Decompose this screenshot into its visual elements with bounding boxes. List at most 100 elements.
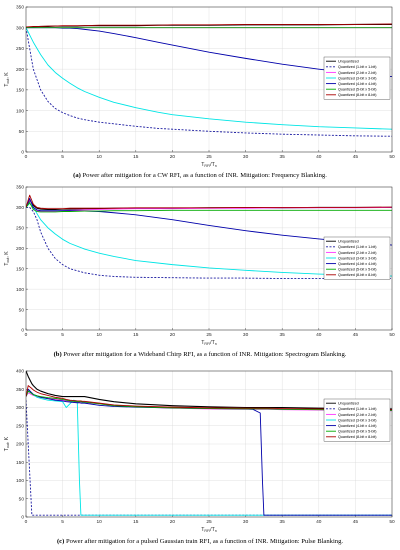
legend-label: Quantized (5-bit x 5-bit) [338, 88, 377, 92]
caption-a-label: (a) [73, 172, 81, 179]
series-line [26, 198, 392, 212]
x-axis-label: TRFI/Tn [201, 340, 217, 346]
x-axis-label: TRFI/Tn [201, 162, 217, 168]
y-tick-label: 200 [16, 246, 24, 252]
x-tick-label: 35 [280, 332, 286, 338]
x-tick-label: 50 [389, 332, 395, 338]
legend-label: Quantized (4-bit x 4-bit) [338, 262, 377, 266]
y-tick-label: 350 [16, 387, 24, 393]
chart-panel-a: 0 5 10 15 20 25 30 35 40 45 50 0 50 100 150 200 250 300 35… [4, 5, 395, 168]
y-tick-label: 50 [19, 129, 25, 135]
y-tick-label: 0 [21, 515, 24, 521]
x-tick-label: 10 [97, 154, 103, 160]
axes-frame [25, 186, 393, 331]
y-tick-label: 100 [16, 108, 24, 114]
x-tick-label: 25 [206, 332, 212, 338]
series-line [26, 388, 392, 516]
legend-label: Quantized (5-bit x 5-bit) [338, 268, 377, 272]
x-tick-label: 15 [133, 332, 139, 338]
legend-label: Quantized (4-bit x 4-bit) [338, 82, 377, 86]
y-tick-label: 350 [16, 5, 24, 11]
x-tick-label: 10 [97, 332, 103, 338]
y-axis-label: Tout, K [4, 436, 10, 451]
legend-label: Quantized (3-bit x 3-bit) [338, 76, 377, 80]
legend-label: Quantized (3-bit x 3-bit) [338, 418, 377, 422]
x-tick-label: 40 [316, 519, 322, 525]
x-tick-label: 20 [170, 519, 176, 525]
x-tick-label: 30 [243, 154, 249, 160]
caption-c-text: Power after mitigation for a pulsed Gaus… [65, 538, 344, 545]
legend-label: Quantized (8-bit x 8-bit) [338, 273, 377, 277]
caption-a: (a) Power after mitigation for a CW RFI,… [0, 172, 400, 180]
y-tick-label: 300 [16, 25, 24, 31]
x-tick-label: 5 [61, 519, 64, 525]
legend-label: Quantized (4-bit x 4-bit) [338, 424, 377, 428]
axes-frame [25, 6, 393, 153]
x-axis-label: TRFI/Tn [201, 527, 217, 533]
x-tick-label: 15 [133, 519, 139, 525]
y-tick-label: 300 [16, 205, 24, 211]
y-tick-label: 200 [16, 442, 24, 448]
y-tick-label: 150 [16, 88, 24, 94]
series-line [26, 202, 392, 277]
series-line [26, 371, 392, 410]
x-tick-label: 30 [243, 519, 249, 525]
series-line [26, 202, 392, 213]
x-tick-label: 20 [170, 154, 176, 160]
x-tick-label: 50 [389, 154, 395, 160]
y-axis-label: Tout, K [4, 72, 10, 87]
y-tick-label: 200 [16, 67, 24, 73]
legend-label: Quantized (1-bit x 1-bit) [338, 407, 377, 411]
x-tick-label: 5 [61, 154, 64, 160]
caption-c: (c) Power after mitigation for a pulsed … [0, 538, 400, 546]
x-tick-label: 0 [25, 519, 28, 525]
series-line [26, 206, 392, 279]
x-tick-label: 5 [61, 332, 64, 338]
x-tick-label: 20 [170, 332, 176, 338]
legend-label: Quantized (2-bit x 2-bit) [338, 71, 377, 75]
series-line [26, 385, 392, 411]
y-tick-label: 350 [16, 185, 24, 191]
series-line [26, 27, 392, 137]
y-tick-label: 100 [16, 287, 24, 293]
caption-b: (b) Power after mitigation for a Wideban… [0, 351, 400, 359]
y-tick-label: 400 [16, 369, 24, 375]
legend-label: Unquantized [338, 60, 359, 64]
legend-label: Unquantized [338, 402, 359, 406]
x-tick-label: 40 [316, 154, 322, 160]
x-tick-label: 45 [353, 332, 359, 338]
y-tick-label: 150 [16, 460, 24, 466]
series-line [26, 390, 392, 411]
chart-panel-b: 0 5 10 15 20 25 30 35 40 45 50 0 50 100 150 200 250 300 35… [4, 185, 395, 347]
chart-panel-c: 0 5 10 15 20 25 30 35 40 45 50 0 50 100 150 200 250 300 35… [4, 369, 395, 534]
y-tick-label: 100 [16, 478, 24, 484]
legend-label: Quantized (3-bit x 3-bit) [338, 256, 377, 260]
y-tick-label: 300 [16, 405, 24, 411]
legend-label: Quantized (2-bit x 2-bit) [338, 251, 377, 255]
x-tick-label: 40 [316, 332, 322, 338]
legend-label: Quantized (8-bit x 8-bit) [338, 435, 377, 439]
series-line [26, 23, 392, 28]
x-tick-label: 30 [243, 332, 249, 338]
x-tick-label: 45 [353, 154, 359, 160]
axes-frame [25, 370, 393, 518]
y-tick-label: 150 [16, 266, 24, 272]
y-axis-label: Tout, K [4, 251, 10, 266]
x-tick-label: 0 [25, 332, 28, 338]
caption-b-text: Power after mitigation for a Wideband Ch… [63, 351, 347, 358]
x-tick-label: 15 [133, 154, 139, 160]
x-tick-label: 50 [389, 519, 395, 525]
series-line [26, 194, 392, 210]
x-tick-label: 25 [206, 154, 212, 160]
y-tick-label: 250 [16, 226, 24, 232]
x-tick-label: 35 [280, 154, 286, 160]
caption-a-text: Power after mitigation for a CW RFI, as … [82, 172, 327, 179]
y-tick-label: 0 [21, 328, 24, 334]
legend-label: Quantized (1-bit x 1-bit) [338, 65, 377, 69]
legend-label: Quantized (2-bit x 2-bit) [338, 413, 377, 417]
y-tick-label: 50 [19, 307, 25, 313]
y-tick-label: 250 [16, 46, 24, 52]
y-tick-label: 50 [19, 496, 25, 502]
x-tick-label: 0 [25, 154, 28, 160]
